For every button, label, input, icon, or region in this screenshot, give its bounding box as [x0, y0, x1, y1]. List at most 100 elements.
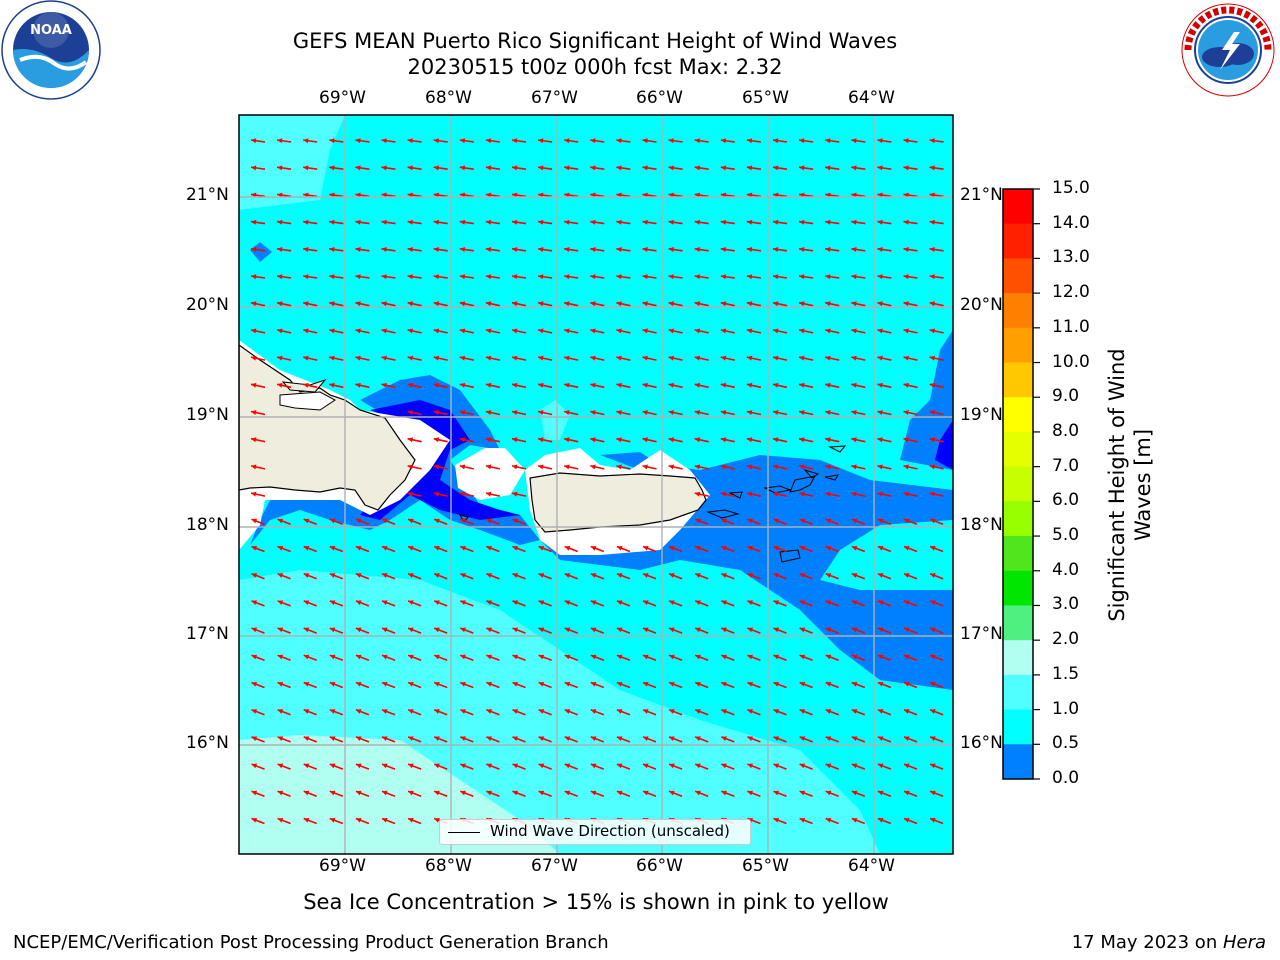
colorbar-segment [1003, 709, 1033, 745]
wind-direction-arrow [355, 355, 370, 361]
wind-direction-arrow [381, 247, 396, 252]
wind-direction-arrow [433, 518, 448, 526]
wind-direction-arrow [903, 600, 918, 607]
wind-direction-arrow [250, 138, 266, 144]
wind-direction-arrow [798, 301, 814, 307]
lon-label-top: 68°W [425, 88, 472, 108]
wind-direction-arrow [538, 600, 552, 607]
wind-direction-arrow [851, 355, 866, 361]
wind-direction-arrow [929, 491, 944, 497]
map-frame [238, 114, 954, 855]
wind-direction-arrow [276, 274, 292, 280]
wind-direction-arrow [381, 817, 396, 825]
wind-direction-arrow [381, 763, 396, 770]
wind-direction-arrow [329, 382, 344, 389]
wind-direction-arrow [642, 545, 657, 553]
lat-label-right: 16°N [960, 733, 1003, 753]
wind-direction-arrow [746, 410, 762, 416]
colorbar-segment [1003, 293, 1033, 329]
wind-direction-arrow [616, 328, 631, 334]
wind-direction-arrow [929, 437, 944, 443]
wind-direction-arrow [485, 328, 501, 334]
wind-direction-arrow [642, 627, 657, 634]
wind-direction-arrow [903, 437, 918, 443]
wind-direction-arrow [590, 736, 605, 743]
wind-direction-arrow [851, 681, 866, 689]
wind-direction-arrow [250, 328, 266, 334]
wind-direction-arrow [694, 328, 709, 334]
wind-direction-arrow [355, 138, 370, 144]
wind-direction-arrow [720, 219, 735, 225]
wind-direction-arrow [433, 600, 448, 607]
wind-direction-arrow [877, 600, 892, 607]
colorbar-segment [1003, 501, 1033, 537]
wind-direction-arrow [798, 274, 814, 280]
wind-direction-arrow [747, 790, 761, 798]
wind-direction-arrow [433, 790, 448, 798]
chart-subtitle: 20230515 t00z 000h fcst Max: 2.32 [407, 55, 783, 79]
wind-direction-arrow [329, 247, 344, 252]
wind-direction-arrow [720, 464, 735, 470]
wind-direction-arrow [486, 681, 500, 689]
wind-direction-arrow [694, 301, 709, 307]
wind-direction-arrow [851, 790, 866, 798]
wind-direction-arrow [642, 654, 657, 662]
wind-direction-arrow [460, 572, 474, 580]
wind-direction-arrow [668, 763, 683, 770]
wind-direction-arrow [564, 138, 579, 144]
wind-direction-arrow [251, 817, 265, 825]
wind-direction-arrow [616, 763, 631, 770]
wind-direction-arrow [564, 382, 579, 389]
wind-direction-arrow [799, 600, 813, 607]
wind-direction-arrow [929, 817, 944, 825]
wind-direction-arrow [929, 654, 944, 662]
wind-direction-arrow [564, 437, 579, 443]
wind-direction-arrow [903, 274, 918, 280]
wind-direction-arrow [616, 600, 631, 607]
wind-direction-arrow [512, 736, 526, 743]
wind-direction-arrow [512, 708, 526, 716]
wind-direction-arrow [616, 708, 631, 716]
wind-direction-arrow [511, 328, 527, 334]
wind-direction-arrow [460, 736, 474, 743]
wind-direction-arrow [668, 437, 683, 443]
wind-direction-arrow [250, 410, 266, 416]
wind-direction-arrow [721, 600, 735, 607]
lat-label-right: 21°N [960, 185, 1003, 205]
wind-direction-arrow [381, 627, 396, 634]
wind-direction-arrow [747, 545, 761, 553]
wind-direction-arrow [355, 545, 370, 553]
wind-direction-arrow [798, 491, 814, 497]
wind-direction-arrow [668, 708, 683, 716]
wind-direction-arrow [485, 219, 501, 225]
wind-direction-arrow [903, 382, 918, 389]
colorbar-segment [1003, 431, 1033, 468]
wind-direction-arrow [668, 627, 683, 634]
wind-direction-arrow [251, 518, 265, 526]
wind-direction-arrow [590, 545, 605, 553]
wind-direction-arrow [773, 708, 787, 716]
wind-direction-arrow [433, 736, 448, 743]
colorbar-tick-label: 13.0 [1052, 247, 1090, 268]
wind-direction-arrow [694, 165, 709, 171]
wind-direction-arrow [616, 736, 631, 743]
wind-direction-arrow [485, 165, 501, 171]
wind-direction-arrow [746, 437, 762, 443]
wind-direction-arrow [798, 165, 814, 171]
wind-direction-arrow [355, 247, 370, 252]
wind-direction-arrow [929, 572, 944, 580]
wind-direction-arrow [590, 219, 605, 225]
wind-direction-arrow [511, 437, 527, 443]
wind-direction-arrow [407, 518, 422, 526]
graticule [239, 115, 953, 854]
wind-direction-arrow [642, 247, 657, 252]
wind-direction-arrow [773, 681, 787, 689]
wind-direction-arrow [381, 708, 396, 716]
wind-direction-arrow [721, 736, 735, 743]
wind-direction-arrow [459, 410, 474, 416]
wind-direction-arrow [303, 274, 318, 280]
legend-label: Wind Wave Direction (unscaled) [490, 822, 730, 840]
wind-direction-arrow [329, 355, 344, 361]
wind-direction-arrow [355, 572, 370, 580]
